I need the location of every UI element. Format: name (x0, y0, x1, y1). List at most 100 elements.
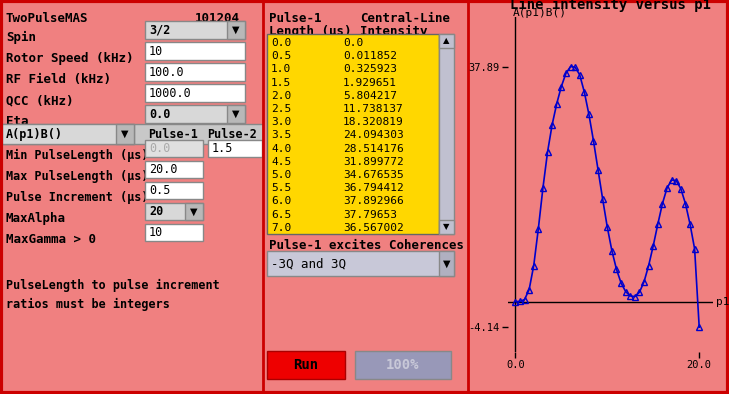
Text: 10: 10 (149, 45, 163, 58)
Text: 0.5: 0.5 (271, 51, 292, 61)
Bar (439, 34, 454, 48)
Text: MaxAlpha: MaxAlpha (6, 212, 66, 225)
Bar (227, 21, 245, 39)
Text: 4.5: 4.5 (271, 157, 292, 167)
Text: Pulse-1: Pulse-1 (148, 128, 198, 141)
Text: 100.0: 100.0 (149, 65, 184, 78)
Text: 34.676535: 34.676535 (343, 170, 404, 180)
Text: 2.5: 2.5 (271, 104, 292, 114)
Text: MaxGamma > 0: MaxGamma > 0 (6, 233, 96, 246)
Text: 0.0: 0.0 (343, 38, 363, 48)
Text: 5.5: 5.5 (271, 183, 292, 193)
Text: 37.892966: 37.892966 (343, 196, 404, 206)
Bar (145, 182, 203, 199)
Bar (439, 251, 454, 276)
Text: 0.0: 0.0 (271, 38, 292, 48)
Text: ▼: ▼ (233, 25, 240, 35)
Bar (439, 220, 454, 234)
Bar (208, 140, 262, 157)
Text: 0.325923: 0.325923 (343, 64, 397, 74)
Bar (267, 251, 454, 276)
Text: 1.5: 1.5 (212, 142, 233, 155)
Bar (145, 84, 245, 102)
Text: ▼: ▼ (190, 206, 198, 216)
Text: 3.5: 3.5 (271, 130, 292, 140)
Text: 0.011852: 0.011852 (343, 51, 397, 61)
Bar (145, 42, 245, 60)
Text: ▼: ▼ (233, 109, 240, 119)
Text: Pulse-1: Pulse-1 (269, 12, 321, 25)
Text: 31.899772: 31.899772 (343, 157, 404, 167)
Text: A(p1)B(): A(p1)B() (6, 128, 63, 141)
Text: RF Field (kHz): RF Field (kHz) (6, 73, 111, 86)
Text: 3.0: 3.0 (271, 117, 292, 127)
Bar (116, 124, 134, 144)
Text: 11.738137: 11.738137 (343, 104, 404, 114)
Text: 6.0: 6.0 (271, 196, 292, 206)
Text: ▼: ▼ (121, 129, 129, 139)
Text: Central-Line: Central-Line (360, 12, 450, 25)
Text: Pulse Increment (μs): Pulse Increment (μs) (6, 191, 149, 204)
Text: 0.5: 0.5 (149, 184, 171, 197)
Text: 0.0: 0.0 (149, 142, 171, 155)
Bar (145, 161, 203, 178)
Text: 5.804217: 5.804217 (343, 91, 397, 101)
Text: Min PulseLength (μs): Min PulseLength (μs) (6, 149, 149, 162)
Text: 0.0: 0.0 (149, 108, 171, 121)
Text: 36.794412: 36.794412 (343, 183, 404, 193)
Text: Spin: Spin (6, 31, 36, 44)
Text: 20: 20 (149, 205, 163, 218)
Text: 4.0: 4.0 (271, 143, 292, 154)
Text: Pulse-2: Pulse-2 (207, 128, 257, 141)
Text: 28.514176: 28.514176 (343, 143, 404, 154)
Text: 37.79653: 37.79653 (343, 210, 397, 219)
Text: 7.0: 7.0 (271, 223, 292, 233)
Text: A(p1)B(): A(p1)B() (512, 8, 566, 18)
Text: 100%: 100% (386, 358, 420, 372)
Text: 1.5: 1.5 (271, 78, 292, 87)
Text: Intensity: Intensity (360, 25, 427, 38)
Text: 1.0: 1.0 (271, 64, 292, 74)
Bar (2, 124, 263, 144)
Text: PulseLength to pulse increment
ratios must be integers: PulseLength to pulse increment ratios mu… (6, 279, 219, 311)
Text: 2.0: 2.0 (271, 91, 292, 101)
Bar (185, 203, 203, 220)
Text: QCC (kHz): QCC (kHz) (6, 94, 74, 107)
Text: 36.567002: 36.567002 (343, 223, 404, 233)
Text: ▼: ▼ (443, 259, 451, 269)
Bar (145, 140, 203, 157)
Text: ▲: ▲ (443, 37, 450, 45)
Text: p1(μs): p1(μs) (716, 297, 729, 307)
Bar (267, 34, 439, 234)
Text: Run: Run (294, 358, 319, 372)
Text: -3Q and 3Q: -3Q and 3Q (271, 258, 346, 271)
Text: 24.094303: 24.094303 (343, 130, 404, 140)
Text: TwoPulseMAS: TwoPulseMAS (6, 12, 88, 25)
Text: 5.0: 5.0 (271, 170, 292, 180)
Bar (355, 351, 451, 379)
Text: Max PulseLength (μs): Max PulseLength (μs) (6, 170, 149, 183)
Bar (2, 124, 134, 144)
Text: 10: 10 (149, 226, 163, 239)
Bar (439, 34, 454, 234)
Bar (145, 21, 245, 39)
Text: Pulse-1 excites Coherences: Pulse-1 excites Coherences (269, 239, 464, 252)
Bar (145, 105, 245, 123)
Text: Eta: Eta (6, 115, 28, 128)
Text: 1000.0: 1000.0 (149, 87, 192, 100)
Text: 18.320819: 18.320819 (343, 117, 404, 127)
Bar (227, 105, 245, 123)
Text: 6.5: 6.5 (271, 210, 292, 219)
Text: Rotor Speed (kHz): Rotor Speed (kHz) (6, 52, 133, 65)
Text: 1.929651: 1.929651 (343, 78, 397, 87)
Title: Line intensity versus p1: Line intensity versus p1 (510, 0, 711, 12)
Text: ▼: ▼ (443, 223, 450, 232)
Bar (145, 63, 245, 81)
Text: 20.0: 20.0 (149, 163, 177, 176)
Text: 3/2: 3/2 (149, 24, 171, 37)
Bar (145, 203, 203, 220)
Text: 101204: 101204 (195, 12, 240, 25)
Bar (267, 351, 345, 379)
Bar (145, 224, 203, 241)
Text: Length (μs): Length (μs) (269, 25, 351, 38)
